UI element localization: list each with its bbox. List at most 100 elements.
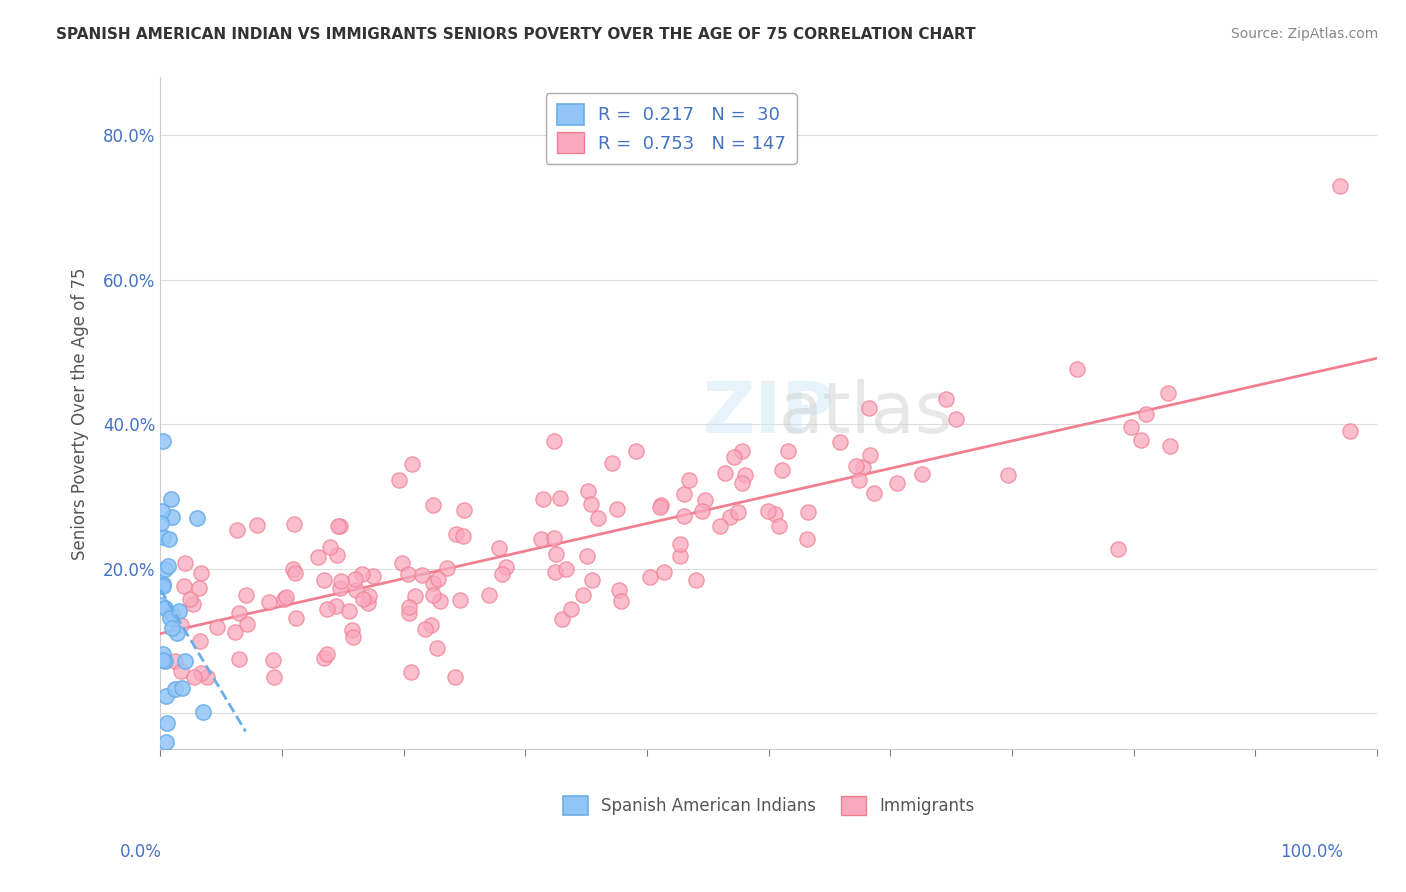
Point [731, 443, 754, 458]
Point [398, 607, 420, 621]
Point [359, 590, 381, 604]
Point [152, 647, 174, 661]
Point [155, 735, 177, 749]
Point [443, 670, 465, 684]
Point [491, 567, 513, 582]
Point [228, 652, 250, 666]
Point [165, 654, 187, 668]
Point [173, 579, 195, 593]
Point [149, 579, 172, 593]
Point [886, 475, 908, 490]
Point [337, 604, 360, 618]
Point [576, 483, 599, 498]
Point [600, 456, 623, 470]
Point [165, 681, 187, 696]
Point [159, 610, 181, 624]
Point [183, 670, 205, 684]
Point [610, 594, 633, 608]
Point [548, 491, 571, 506]
Point [709, 518, 731, 533]
Point [436, 561, 458, 575]
Point [188, 581, 211, 595]
Point [756, 503, 779, 517]
Point [361, 569, 384, 583]
Point [329, 581, 352, 595]
Point [606, 502, 628, 516]
Point [153, 654, 176, 668]
Point [246, 518, 269, 533]
Point [607, 583, 630, 598]
Point [678, 473, 700, 487]
Point [429, 594, 451, 608]
Point [195, 670, 218, 684]
Point [357, 596, 380, 610]
Point [157, 532, 180, 546]
Point [863, 486, 886, 500]
Point [1329, 178, 1351, 193]
Point [770, 463, 793, 477]
Point [858, 401, 880, 415]
Point [391, 556, 413, 570]
Point [398, 600, 420, 615]
Point [945, 412, 967, 426]
Point [181, 597, 204, 611]
Text: atlas: atlas [779, 379, 953, 448]
Point [263, 670, 285, 684]
Point [160, 607, 183, 621]
Text: 100.0%: 100.0% [1279, 843, 1343, 861]
Point [186, 511, 208, 525]
Point [152, 579, 174, 593]
Point [226, 523, 249, 537]
Point [330, 574, 353, 588]
Point [422, 499, 444, 513]
Point [650, 498, 672, 512]
Point [426, 572, 449, 586]
Point [495, 560, 517, 574]
Point [1159, 439, 1181, 453]
Point [207, 620, 229, 634]
Point [224, 624, 246, 639]
Point [796, 505, 818, 519]
Point [727, 505, 749, 519]
Point [852, 460, 875, 475]
Point [312, 574, 335, 588]
Point [283, 516, 305, 531]
Point [555, 561, 578, 575]
Legend: Spanish American Indians, Immigrants: Spanish American Indians, Immigrants [557, 789, 981, 822]
Point [319, 541, 342, 555]
Point [152, 434, 174, 449]
Point [546, 547, 568, 561]
Point [572, 589, 595, 603]
Point [307, 550, 329, 565]
Point [560, 602, 582, 616]
Point [411, 568, 433, 582]
Point [776, 444, 799, 458]
Point [652, 565, 675, 579]
Point [191, 705, 214, 719]
Point [235, 588, 257, 602]
Point [236, 616, 259, 631]
Point [419, 618, 441, 632]
Point [312, 650, 335, 665]
Point [340, 624, 363, 638]
Point [669, 537, 692, 551]
Point [624, 443, 647, 458]
Point [188, 633, 211, 648]
Point [179, 592, 201, 607]
Point [575, 549, 598, 564]
Point [160, 621, 183, 635]
Point [343, 572, 366, 586]
Point [997, 468, 1019, 483]
Point [167, 604, 190, 618]
Point [453, 503, 475, 517]
Point [388, 473, 411, 487]
Point [444, 527, 467, 541]
Point [328, 518, 350, 533]
Point [150, 516, 173, 531]
Point [422, 588, 444, 602]
Point [396, 567, 419, 582]
Point [730, 475, 752, 490]
Y-axis label: Seniors Poverty Over the Age of 75: Seniors Poverty Over the Age of 75 [72, 268, 89, 559]
Point [1339, 424, 1361, 438]
Point [426, 640, 449, 655]
